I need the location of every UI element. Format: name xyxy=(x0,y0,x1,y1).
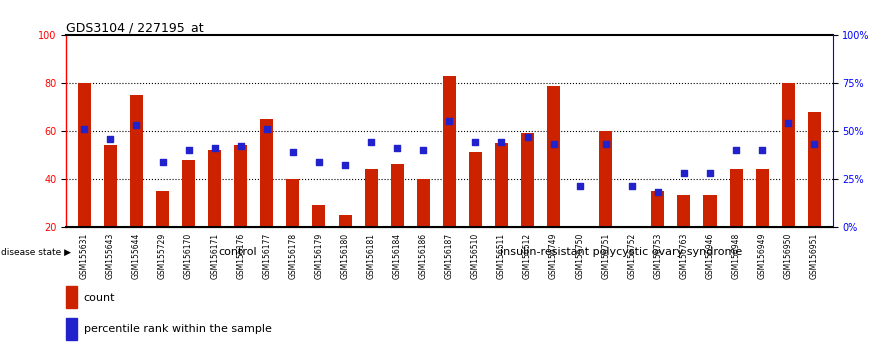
Bar xyxy=(626,227,639,251)
Point xyxy=(573,184,587,189)
Bar xyxy=(599,131,612,227)
Point xyxy=(625,184,639,189)
Bar xyxy=(286,179,300,227)
Text: disease state ▶: disease state ▶ xyxy=(1,248,70,257)
Bar xyxy=(208,150,221,227)
Bar xyxy=(808,112,821,227)
Bar xyxy=(260,119,273,227)
Point xyxy=(208,145,222,151)
Point xyxy=(364,139,378,145)
Text: control: control xyxy=(218,247,257,257)
Bar xyxy=(234,145,248,227)
Point xyxy=(521,134,535,139)
Point xyxy=(781,120,796,126)
Bar xyxy=(182,160,195,227)
Point xyxy=(651,189,665,195)
Bar xyxy=(729,169,743,227)
Text: percentile rank within the sample: percentile rank within the sample xyxy=(84,324,271,335)
Point xyxy=(546,142,560,147)
Text: GDS3104 / 227195_at: GDS3104 / 227195_at xyxy=(66,21,204,34)
Bar xyxy=(104,145,117,227)
Bar xyxy=(130,95,143,227)
Bar xyxy=(365,169,378,227)
Bar xyxy=(704,195,716,227)
Point xyxy=(755,147,769,153)
Point xyxy=(260,126,274,132)
Point xyxy=(807,142,821,147)
Point xyxy=(155,159,169,164)
Point xyxy=(338,162,352,168)
Bar xyxy=(156,191,169,227)
Bar xyxy=(574,227,586,236)
Point xyxy=(312,159,326,164)
Point xyxy=(130,122,144,128)
Bar xyxy=(338,215,352,227)
Text: count: count xyxy=(84,292,115,303)
Bar xyxy=(78,83,91,227)
Bar xyxy=(521,133,534,227)
Point xyxy=(416,147,430,153)
Bar xyxy=(313,205,325,227)
Bar xyxy=(495,143,508,227)
Point xyxy=(285,149,300,155)
Text: insulin-resistant polycystic ovary syndrome: insulin-resistant polycystic ovary syndr… xyxy=(500,247,742,257)
Point xyxy=(78,126,92,132)
Bar xyxy=(417,179,430,227)
Point xyxy=(390,145,404,151)
Point xyxy=(469,139,483,145)
Point xyxy=(729,147,744,153)
Bar xyxy=(443,76,455,227)
Point xyxy=(494,139,508,145)
Bar xyxy=(756,169,768,227)
Bar xyxy=(390,164,403,227)
Bar xyxy=(677,195,691,227)
Bar xyxy=(66,318,78,340)
Bar xyxy=(469,153,482,227)
Point xyxy=(703,170,717,176)
Bar xyxy=(781,83,795,227)
Point xyxy=(677,170,691,176)
Point xyxy=(233,143,248,149)
Bar xyxy=(547,86,560,227)
Point xyxy=(103,136,117,142)
Point xyxy=(181,147,196,153)
Bar xyxy=(66,286,78,308)
Point xyxy=(442,119,456,124)
Bar xyxy=(651,191,664,227)
Point xyxy=(599,142,613,147)
